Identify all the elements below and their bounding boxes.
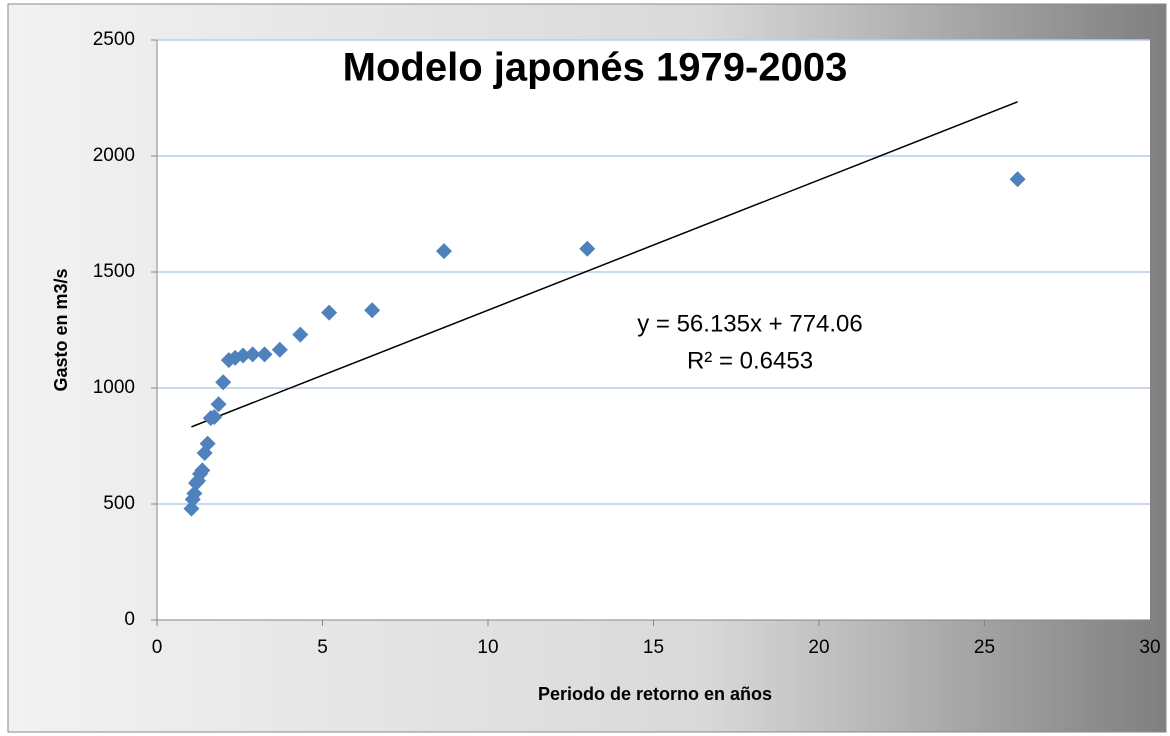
point — [210, 396, 227, 413]
point — [183, 500, 200, 517]
x-tick-label: 0 — [152, 637, 163, 658]
trend-r2: R² = 0.6453 — [687, 347, 813, 374]
plot-area — [157, 40, 1150, 620]
x-tick-label: 30 — [1139, 637, 1160, 658]
point — [271, 341, 288, 358]
x-tick-label: 10 — [477, 637, 498, 658]
y-tick-label: 0 — [124, 609, 135, 630]
point — [196, 444, 213, 461]
point — [202, 410, 219, 427]
y-tick-label: 500 — [103, 493, 135, 514]
point — [321, 304, 338, 321]
chart-title: Modelo japonés 1979-2003 — [343, 46, 848, 90]
y-tick-label: 2000 — [93, 145, 135, 166]
y-tick-label: 1000 — [93, 377, 135, 398]
point — [188, 475, 205, 492]
point — [244, 346, 261, 363]
point — [364, 302, 381, 319]
x-tick-label: 15 — [643, 637, 664, 658]
point — [1009, 171, 1026, 188]
point — [220, 352, 237, 369]
x-tick-label: 5 — [317, 637, 328, 658]
point — [256, 346, 273, 363]
trend-equation: y = 56.135x + 774.06 — [637, 310, 863, 337]
x-tick-label: 25 — [974, 637, 995, 658]
x-tick-label: 20 — [808, 637, 829, 658]
x-axis-title: Periodo de retorno en años — [538, 684, 772, 704]
y-tick-label: 1500 — [93, 261, 135, 282]
point — [215, 374, 232, 391]
y-tick-label: 2500 — [93, 29, 135, 50]
trendline — [191, 101, 1018, 428]
y-axis-title: Gasto en m3/s — [51, 268, 71, 391]
point — [435, 243, 452, 260]
point — [579, 240, 596, 257]
point — [292, 326, 309, 343]
